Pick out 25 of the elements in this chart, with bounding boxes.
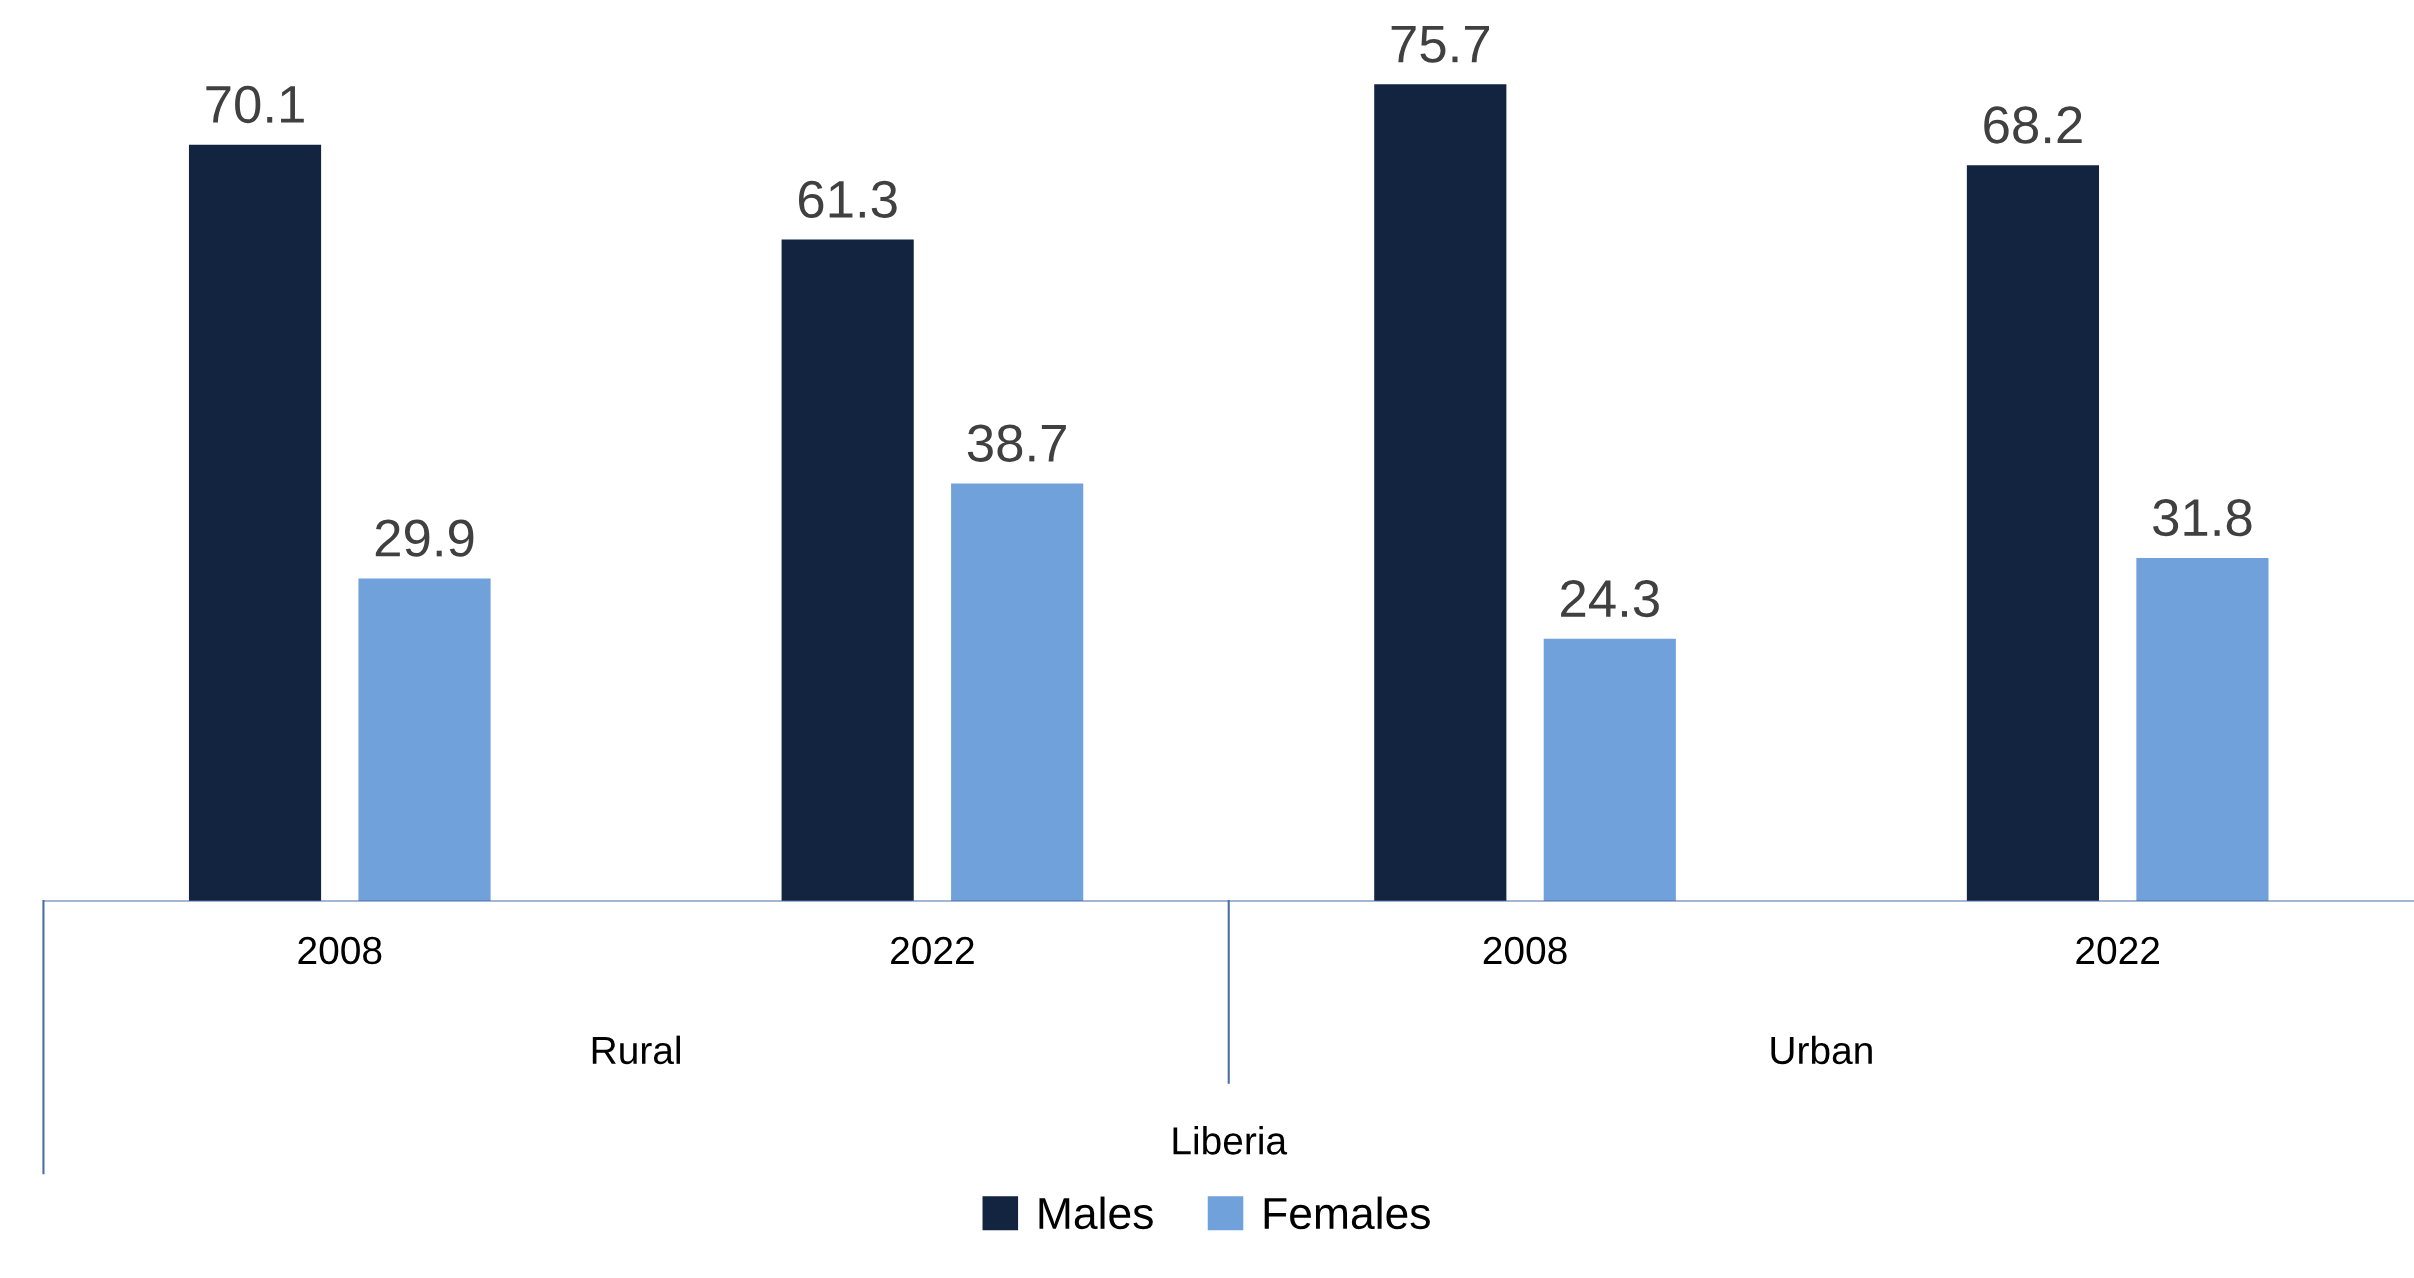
x-tick-label: 2022 — [891, 936, 974, 965]
bar — [781, 239, 914, 901]
legend-label: Males — [1039, 1196, 1153, 1230]
bar — [1543, 638, 1676, 901]
bar — [1374, 84, 1507, 901]
data-label: 24.3 — [1561, 579, 1659, 618]
text: Liberia — [1173, 1126, 1288, 1155]
x-tick-label: 2022 — [2076, 936, 2159, 965]
data-label: 31.8 — [2153, 498, 2252, 537]
x-tick-label: 2008 — [1483, 936, 1567, 965]
bar — [358, 578, 491, 901]
data-label: 70.1 — [206, 85, 304, 124]
data-label: 61.3 — [798, 180, 897, 219]
bar — [951, 483, 1084, 901]
data-label: 29.9 — [375, 519, 474, 557]
bar — [1966, 165, 2100, 901]
data-label: 38.7 — [967, 424, 1066, 462]
bar — [2136, 557, 2269, 901]
legend-label: Females — [1264, 1196, 1430, 1230]
data-label: 68.2 — [1984, 106, 2082, 144]
x-tick-label: 2008 — [298, 936, 382, 965]
bar — [188, 144, 322, 901]
text: Rural — [592, 1035, 680, 1065]
text: Urban — [1771, 1035, 1872, 1065]
data-label: 75.7 — [1391, 25, 1490, 63]
